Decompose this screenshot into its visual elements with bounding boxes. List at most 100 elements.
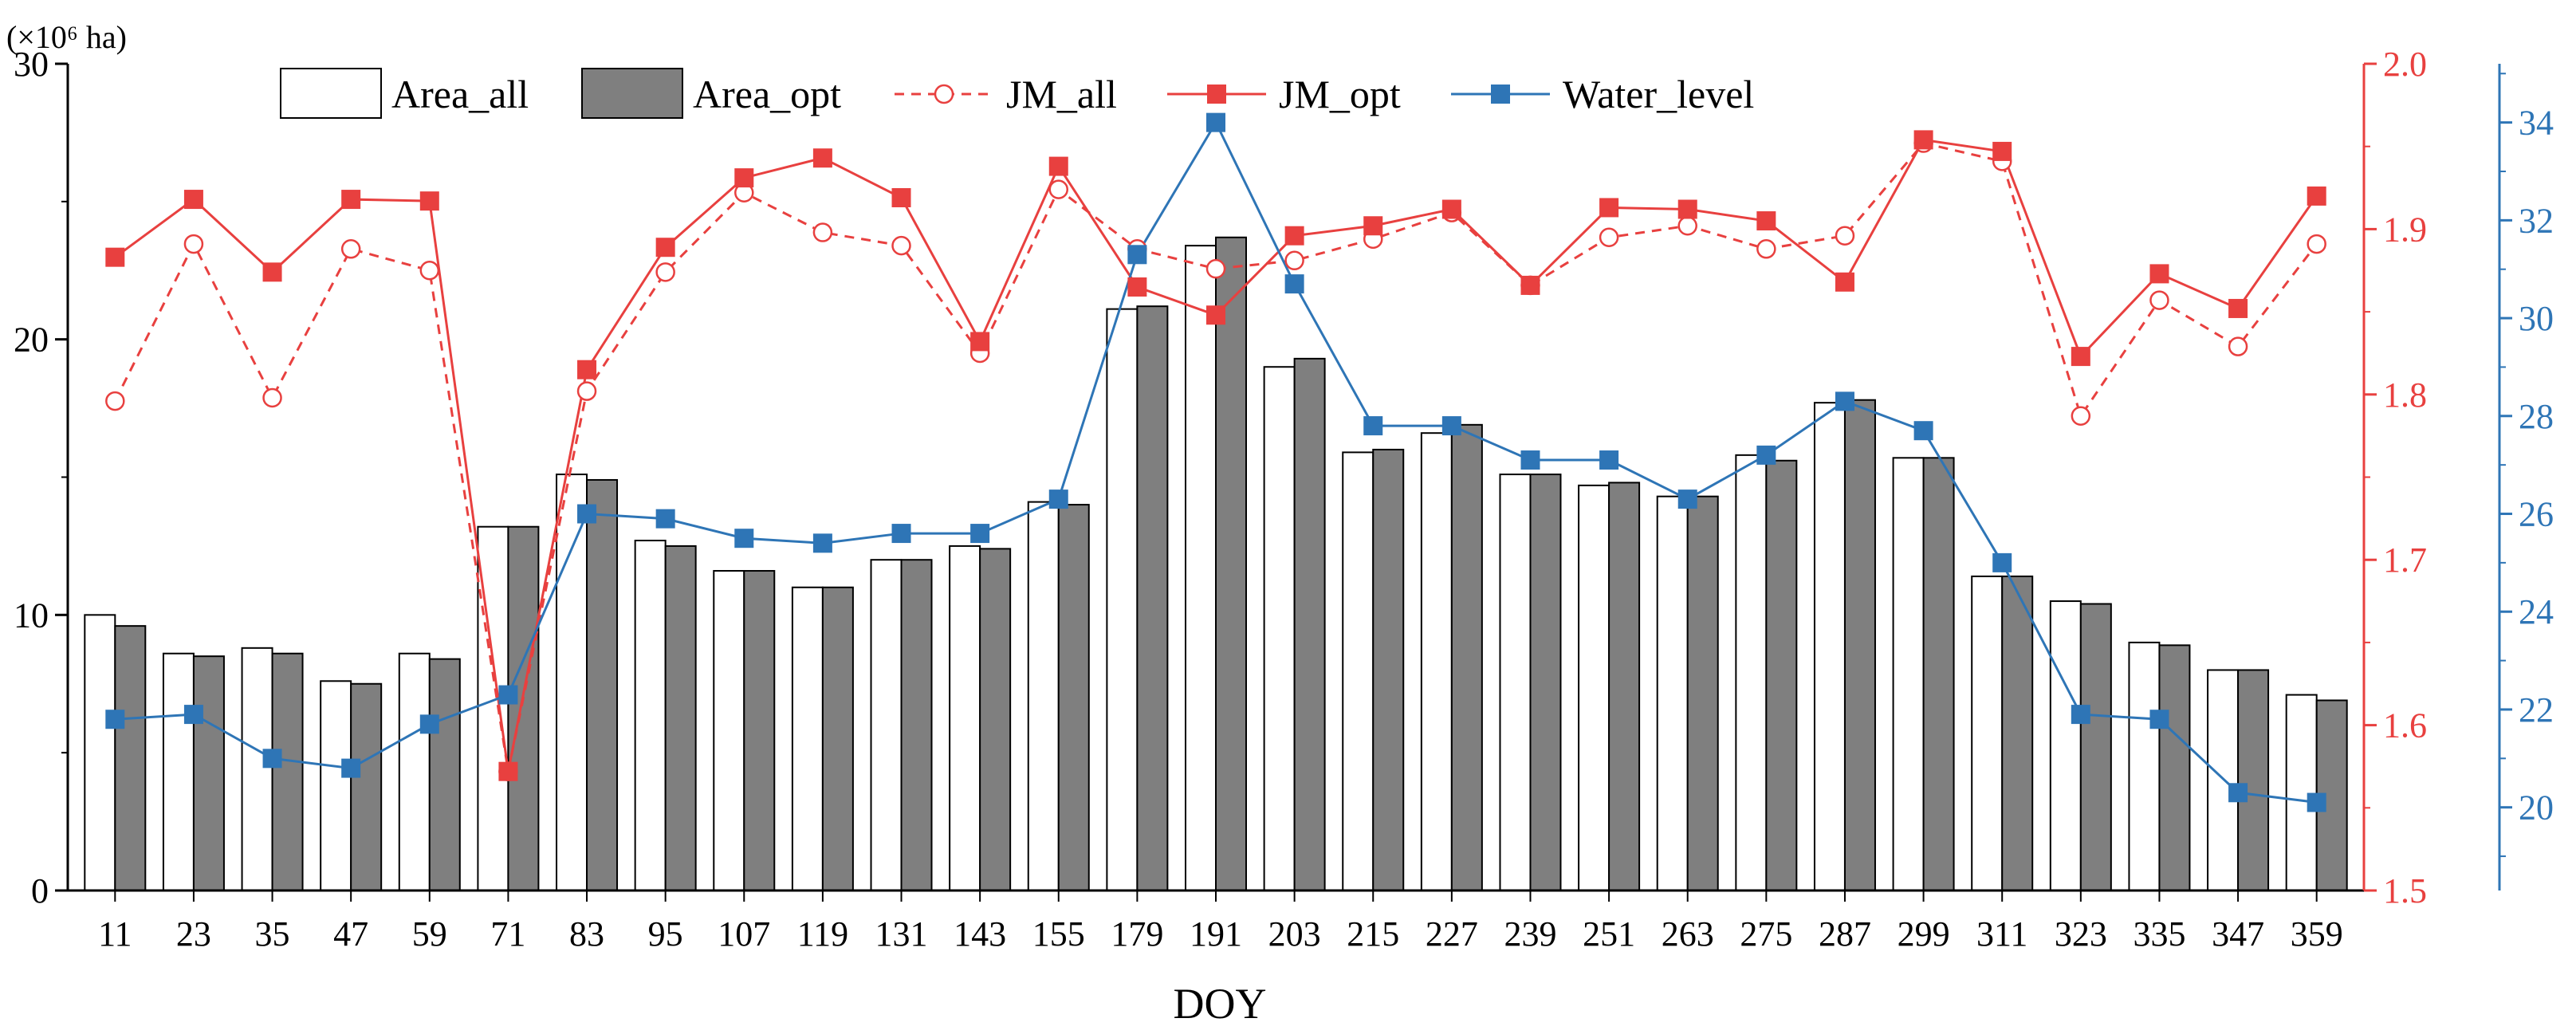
legend-marker-jm-opt xyxy=(1207,85,1226,104)
bar-area-opt xyxy=(900,559,933,891)
jm-opt-point xyxy=(734,168,754,188)
bar-area-all xyxy=(2128,641,2161,892)
x-tick-label: 299 xyxy=(1898,914,1950,953)
x-tick-label: 95 xyxy=(648,914,683,953)
jm-opt-point xyxy=(341,190,361,210)
legend-swatch-area-all xyxy=(280,68,382,119)
jm-opt-point xyxy=(2149,264,2169,284)
jm-opt-point xyxy=(577,360,597,379)
bar-area-all xyxy=(162,652,195,892)
water-level-point xyxy=(262,749,282,769)
bar-area-opt xyxy=(1686,495,1719,891)
bar-area-all xyxy=(1342,451,1375,891)
bar-area-opt xyxy=(507,525,540,891)
bar-area-all xyxy=(1027,501,1060,891)
y-tick-label-water: 20 xyxy=(2519,788,2554,828)
water-level-point xyxy=(183,705,203,725)
water-level-point xyxy=(1127,245,1147,265)
water-level-point xyxy=(1756,445,1776,465)
y-tick-label-jm: 1.8 xyxy=(2383,375,2427,415)
bar-area-opt xyxy=(1450,423,1483,891)
bar-area-opt xyxy=(350,682,383,891)
x-tick-label: 251 xyxy=(1583,914,1635,953)
bar-area-all xyxy=(1892,457,1925,891)
water-level-point xyxy=(1363,416,1383,436)
bar-area-opt xyxy=(743,570,776,891)
y-tick-label-water: 22 xyxy=(2519,690,2554,729)
bar-area-opt xyxy=(1293,357,1326,891)
legend: Area_all Area_opt JM_all JM_opt Water_level xyxy=(280,68,1754,119)
water-level-point xyxy=(812,533,832,553)
bar-area-all xyxy=(241,647,273,892)
y-tick-label-water: 34 xyxy=(2519,104,2554,143)
water-level-point xyxy=(419,714,439,734)
bar-area-opt xyxy=(821,586,854,891)
water-level-point xyxy=(1441,416,1461,436)
x-tick-label: 227 xyxy=(1426,914,1478,953)
jm-all-point xyxy=(2149,290,2169,310)
jm-all-point xyxy=(655,262,675,282)
jm-opt-point xyxy=(1677,199,1697,219)
y-tick-label-water: 32 xyxy=(2519,201,2554,240)
x-tick-label: 347 xyxy=(2212,914,2264,953)
legend-label-jm-all: JM_all xyxy=(1006,72,1117,116)
x-tick-label: 71 xyxy=(490,914,525,953)
water-level-point xyxy=(105,710,125,729)
water-level-point xyxy=(970,524,990,544)
jm-opt-point xyxy=(2307,186,2326,206)
y-tick-label-water: 28 xyxy=(2519,397,2554,436)
water-level-point xyxy=(498,685,518,705)
water-level-point xyxy=(1913,421,1933,441)
water-level-point xyxy=(1599,450,1619,470)
jm-opt-point xyxy=(1284,226,1304,246)
bar-area-all xyxy=(1106,308,1139,892)
y-tick-label-jm: 2.0 xyxy=(2383,45,2427,84)
bar-area-all xyxy=(713,570,745,891)
bar-area-opt xyxy=(428,658,461,891)
x-tick-label: 155 xyxy=(1032,914,1085,953)
jm-opt-point xyxy=(105,247,125,267)
jm-opt-point xyxy=(970,332,990,352)
jm-opt-point xyxy=(1913,130,1933,150)
jm-opt-point xyxy=(1206,305,1225,325)
bar-area-all xyxy=(398,652,431,892)
water-level-point xyxy=(1677,489,1697,509)
x-tick-label: 215 xyxy=(1347,914,1399,953)
bar-area-all xyxy=(1499,474,1532,891)
jm-all-point xyxy=(1048,179,1069,199)
jm-opt-point xyxy=(1835,272,1854,292)
jm-opt-point xyxy=(262,262,282,282)
jm-all-point xyxy=(2307,234,2326,254)
bar-area-all xyxy=(320,680,352,891)
legend-label-area-opt: Area_opt xyxy=(693,72,841,116)
legend-marker-water xyxy=(1491,85,1510,104)
bar-area-opt xyxy=(192,655,225,892)
jm-all-point xyxy=(105,391,125,411)
y-tick-label-left: 30 xyxy=(14,45,49,84)
jm-opt-point xyxy=(812,148,832,168)
bar-area-all xyxy=(1813,402,1846,892)
bar-area-all xyxy=(634,540,667,892)
water-level-point xyxy=(1284,274,1304,294)
jm-all-point xyxy=(1677,216,1697,236)
y-tick-label-jm: 1.6 xyxy=(2383,706,2427,745)
x-tick-label: 359 xyxy=(2291,914,2343,953)
jm-all-point xyxy=(812,222,833,242)
jm-all-point xyxy=(2228,336,2248,356)
legend-marker-jm-all xyxy=(934,84,954,104)
bar-area-opt xyxy=(2158,644,2191,892)
jm-all-point xyxy=(576,381,597,401)
x-tick-label: 239 xyxy=(1504,914,1556,953)
bar-area-all xyxy=(2207,669,2240,891)
water-level-point xyxy=(2307,792,2326,812)
x-tick-label: 335 xyxy=(2133,914,2185,953)
x-tick-label: 83 xyxy=(569,914,604,953)
legend-label-area-all: Area_all xyxy=(391,72,529,116)
x-tick-label: 59 xyxy=(412,914,447,953)
x-tick-label: 179 xyxy=(1111,914,1163,953)
bar-area-all xyxy=(2049,600,2082,891)
y-tick-label-water: 30 xyxy=(2519,299,2554,338)
x-tick-label: 23 xyxy=(176,914,211,953)
bar-area-opt xyxy=(1057,504,1090,891)
